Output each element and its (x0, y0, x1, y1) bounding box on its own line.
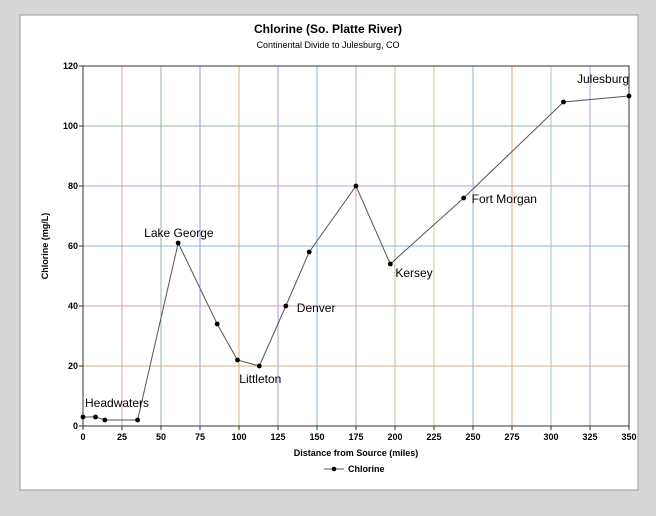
x-tick-label: 75 (195, 432, 205, 442)
annotation-label: Julesburg (577, 72, 629, 86)
data-point (283, 303, 289, 309)
x-tick-label: 250 (465, 432, 480, 442)
annotation-label: Fort Morgan (472, 192, 537, 206)
data-point (175, 240, 181, 246)
legend-marker (331, 466, 337, 472)
legend-label: Chlorine (348, 464, 385, 474)
annotation-label: Lake George (144, 226, 214, 240)
x-tick-label: 150 (309, 432, 324, 442)
data-point (93, 414, 98, 420)
data-point (561, 99, 566, 105)
x-tick-label: 200 (387, 432, 402, 442)
axes: 0 25 50 75 100 125 150 175 200 225 250 275 300 325 350… (63, 61, 637, 442)
x-tick-label: 25 (117, 432, 127, 442)
x-tick-label: 100 (231, 432, 246, 442)
y-axis-label: Chlorine (mg/L) (40, 213, 50, 280)
annotation-label: Kersey (395, 266, 432, 280)
data-point (235, 357, 240, 363)
annotation-label: Littleton (239, 372, 281, 386)
x-tick-label: 125 (270, 432, 285, 442)
data-point (626, 93, 632, 99)
y-tick-label: 40 (68, 301, 78, 311)
legend: Chlorine (324, 464, 385, 474)
data-point (214, 321, 220, 327)
chart-subtitle: Continental Divide to Julesburg, CO (256, 40, 399, 50)
x-tick-label: 300 (543, 432, 558, 442)
annotations: Headwaters Lake George Littleton Denver Kers… (85, 72, 629, 410)
data-point (306, 249, 312, 255)
x-tick-label: 325 (582, 432, 597, 442)
x-tick-label: 175 (348, 432, 363, 442)
chart-background (19, 14, 639, 491)
y-tick-label: 0 (73, 421, 78, 431)
y-tick-label: 80 (68, 181, 78, 191)
data-point (461, 195, 467, 201)
annotation-label: Denver (297, 301, 336, 315)
y-tick-label: 120 (63, 61, 78, 71)
x-tick-label: 350 (621, 432, 636, 442)
y-tick-label: 60 (68, 241, 78, 251)
annotation-label: Headwaters (85, 396, 149, 410)
y-tick-label: 20 (68, 361, 78, 371)
chart-title: Chlorine (So. Platte River) (254, 22, 402, 36)
x-tick-label: 0 (80, 432, 85, 442)
data-point (353, 183, 359, 189)
x-tick-label: 50 (156, 432, 166, 442)
data-point (256, 363, 262, 369)
data-point (80, 414, 86, 420)
y-tick-label: 100 (63, 121, 78, 131)
x-tick-label: 275 (504, 432, 519, 442)
data-point (135, 417, 141, 423)
series-chlorine (80, 93, 632, 423)
x-tick-label: 225 (426, 432, 441, 442)
x-axis-label: Distance from Source (miles) (294, 448, 419, 458)
data-point (102, 417, 108, 423)
data-point (387, 261, 393, 267)
